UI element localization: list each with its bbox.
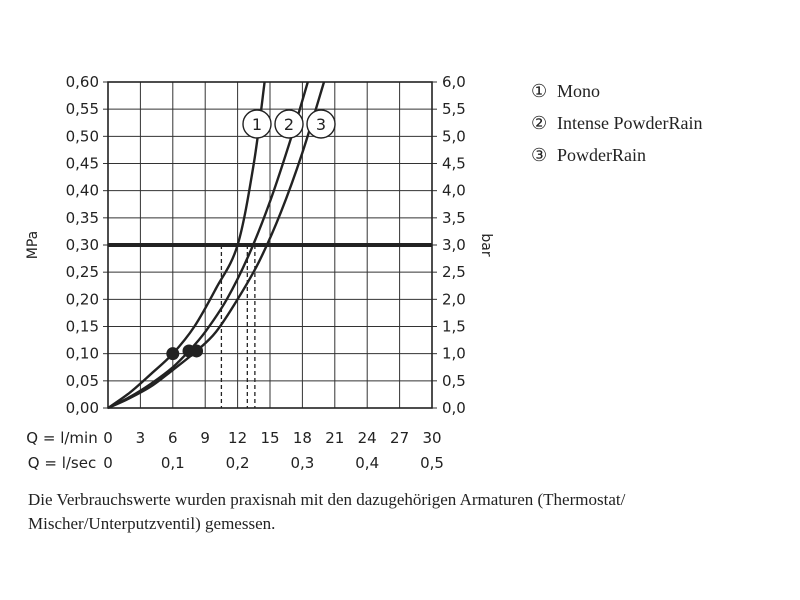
y-axis-title: MPa bbox=[25, 231, 41, 259]
x-tick-label: 12 bbox=[228, 429, 247, 447]
series-line-3 bbox=[107, 81, 326, 410]
legend: ① Mono ② Intense PowderRain ③ PowderRain bbox=[531, 80, 702, 176]
y-tick-label: 0,60 bbox=[66, 73, 99, 91]
legend-label: PowderRain bbox=[557, 145, 646, 165]
y-right-tick-label: 5,5 bbox=[442, 100, 466, 118]
y-right-tick-label: 2,0 bbox=[442, 290, 466, 308]
y-tick-label: 0,55 bbox=[66, 100, 99, 118]
x-tick-label: 6 bbox=[168, 429, 178, 447]
y-tick-label: 0,35 bbox=[66, 209, 99, 227]
y-right-tick-label: 6,0 bbox=[442, 73, 466, 91]
series-marker-circle-3 bbox=[306, 109, 336, 139]
operating-points bbox=[166, 344, 204, 361]
y-tick-label: 0,50 bbox=[66, 127, 99, 145]
x-axis-label: Q = l/min bbox=[26, 429, 97, 447]
y-right-tick-label: 1,5 bbox=[442, 318, 466, 336]
y-tick-label: 0,25 bbox=[66, 263, 99, 281]
x-tick-label: 27 bbox=[390, 429, 409, 447]
y-right-tick-label: 4,5 bbox=[442, 155, 466, 173]
y-right-axis-title: bar bbox=[478, 233, 494, 256]
legend-symbol: ① bbox=[531, 81, 548, 101]
legend-symbol: ③ bbox=[531, 145, 548, 165]
y-right-tick-label: 4,0 bbox=[442, 182, 466, 200]
legend-item-intense-powderrain: ② Intense PowderRain bbox=[531, 112, 702, 144]
x-tick-label: 30 bbox=[422, 429, 441, 447]
series-line-2 bbox=[107, 81, 309, 410]
x-tick-label: 0 bbox=[103, 429, 113, 447]
x-tick-label: 3 bbox=[136, 429, 146, 447]
y-right-tick-label: 3,0 bbox=[442, 236, 466, 254]
y-right-tick-label: 2,5 bbox=[442, 263, 466, 281]
x2-tick-label: 0,2 bbox=[226, 454, 250, 472]
y-tick-label: 0,45 bbox=[66, 155, 99, 173]
y-right-tick-label: 3,5 bbox=[442, 209, 466, 227]
series-line-1 bbox=[107, 81, 266, 409]
legend-label: Mono bbox=[557, 81, 601, 101]
y-tick-label: 0,40 bbox=[66, 182, 99, 200]
x2-tick-label: 0,3 bbox=[290, 454, 314, 472]
y-tick-label: 0,20 bbox=[66, 290, 99, 308]
legend-item-powderrain: ③ PowderRain bbox=[531, 144, 702, 176]
legend-item-mono: ① Mono bbox=[531, 80, 702, 112]
operating-point-3 bbox=[190, 344, 204, 358]
y-right-tick-label: 1,0 bbox=[442, 345, 466, 363]
x-tick-label: 9 bbox=[200, 429, 210, 447]
operating-point-1 bbox=[166, 347, 180, 361]
y-tick-label: 0,05 bbox=[66, 372, 99, 390]
y-right-tick-label: 5,0 bbox=[442, 127, 466, 145]
series-marker-circle-2 bbox=[274, 109, 304, 139]
x-tick-label: 21 bbox=[325, 429, 344, 447]
x2-tick-label: 0,1 bbox=[161, 454, 185, 472]
legend-symbol: ② bbox=[531, 113, 548, 133]
y-right-tick-label: 0,0 bbox=[442, 399, 466, 417]
series-marker-label-2: 2 bbox=[284, 115, 294, 134]
y-tick-label: 0,10 bbox=[66, 345, 99, 363]
x2-tick-label: 0,5 bbox=[420, 454, 444, 472]
y-tick-label: 0,15 bbox=[66, 318, 99, 336]
x-tick-label: 15 bbox=[260, 429, 279, 447]
drop-lines bbox=[220, 245, 256, 408]
y-tick-label: 0,30 bbox=[66, 236, 99, 254]
x2-tick-label: 0 bbox=[103, 454, 113, 472]
x-tick-label: 18 bbox=[293, 429, 312, 447]
x2-axis-label: Q = l/sec bbox=[28, 454, 96, 472]
y-tick-label: 0,00 bbox=[66, 399, 99, 417]
footnote: Die Verbrauchswerte wurden praxisnah mit… bbox=[28, 490, 626, 533]
series-marker-circle-1 bbox=[242, 109, 272, 139]
x2-tick-label: 0,4 bbox=[355, 454, 379, 472]
series-marker-label-3: 3 bbox=[316, 115, 326, 134]
x-tick-label: 24 bbox=[358, 429, 377, 447]
tick-labels: 0,00 0,00,05 0,50,10 1,00,15 1,50,20 2,00,25 2… bbox=[25, 73, 494, 472]
series-marker-label-1: 1 bbox=[252, 115, 262, 134]
legend-label: Intense PowderRain bbox=[557, 113, 703, 133]
series-lines bbox=[107, 81, 326, 410]
series-markers: 1 2 3 bbox=[242, 109, 336, 139]
y-right-tick-label: 0,5 bbox=[442, 372, 466, 390]
